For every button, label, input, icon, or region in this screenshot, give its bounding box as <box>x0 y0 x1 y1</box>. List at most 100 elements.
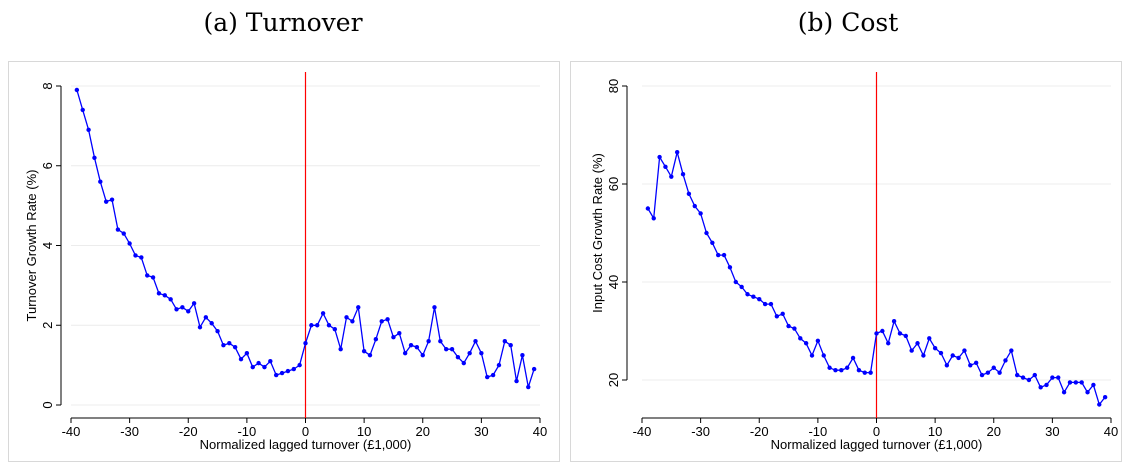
data-point <box>721 252 727 258</box>
data-point <box>1015 372 1020 378</box>
data-point <box>432 305 437 310</box>
data-point <box>979 372 985 378</box>
data-point <box>361 348 367 354</box>
data-point <box>1102 394 1108 400</box>
data-point <box>268 358 273 364</box>
x-tick-label: 30 <box>1045 424 1059 439</box>
data-point <box>526 384 531 390</box>
data-point <box>250 364 255 370</box>
data-point <box>973 360 979 366</box>
data-point <box>74 87 80 93</box>
data-point <box>803 341 809 346</box>
data-point <box>1056 375 1061 380</box>
y-axis-title: Input Cost Growth Rate (%) <box>590 153 605 313</box>
data-point <box>385 317 390 322</box>
data-point <box>1020 375 1026 380</box>
data-point <box>391 335 396 340</box>
data-point <box>997 370 1002 375</box>
data-point <box>186 309 191 314</box>
data-point <box>285 368 291 374</box>
data-point <box>850 355 856 361</box>
data-point <box>862 370 867 375</box>
data-point <box>710 240 715 245</box>
data-point <box>680 172 686 177</box>
data-point <box>309 323 314 328</box>
data-point <box>438 339 443 344</box>
data-point <box>209 321 214 326</box>
panel-title: (b) Cost <box>797 8 899 37</box>
data-point <box>508 342 513 348</box>
y-tick-label: 8 <box>40 82 55 89</box>
data-point <box>344 315 349 320</box>
x-tick-label: -10 <box>808 424 827 439</box>
data-point <box>692 203 697 209</box>
x-tick-label: 40 <box>533 424 547 439</box>
data-point <box>180 305 185 310</box>
y-tick-label: 0 <box>40 401 55 408</box>
data-point <box>1097 402 1102 407</box>
data-point <box>956 355 961 361</box>
data-point <box>674 149 680 155</box>
data-point <box>968 363 973 368</box>
data-point <box>162 293 167 298</box>
data-point <box>833 368 838 373</box>
data-point <box>496 362 502 368</box>
data-point <box>792 326 797 331</box>
data-point <box>520 352 525 358</box>
data-point <box>338 346 343 352</box>
data-point <box>514 378 519 384</box>
plot-frame <box>8 61 560 462</box>
data-point <box>1085 390 1090 395</box>
data-point <box>903 333 909 339</box>
data-point <box>490 372 496 378</box>
data-point <box>197 325 203 330</box>
data-point <box>279 370 285 376</box>
data-point <box>757 296 762 302</box>
data-point <box>739 284 744 290</box>
data-point <box>215 329 220 334</box>
x-tick-label: -40 <box>62 424 81 439</box>
data-point <box>426 339 431 344</box>
data-point <box>461 360 466 366</box>
data-point <box>150 275 156 280</box>
data-point <box>350 319 355 324</box>
data-point <box>880 328 885 334</box>
data-point <box>262 364 267 370</box>
data-point <box>798 336 803 341</box>
data-point <box>733 279 738 285</box>
data-point <box>727 265 733 270</box>
data-point <box>751 294 756 299</box>
data-point <box>273 372 279 378</box>
data-point <box>686 191 692 196</box>
data-point <box>156 291 162 296</box>
panel-turnover: (a) Turnover 0 2 4 6 8 -40 -30 -20 -10 0 10 20 30 40 N… <box>8 8 560 462</box>
data-point <box>256 360 261 366</box>
data-point <box>745 292 750 297</box>
data-point <box>115 227 121 232</box>
data-point <box>303 340 308 346</box>
data-point <box>704 230 709 236</box>
x-tick-label: 40 <box>1104 424 1118 439</box>
data-point <box>168 297 173 302</box>
data-point <box>420 352 425 358</box>
data-point <box>408 342 414 348</box>
data-point <box>821 353 826 358</box>
data-point <box>98 179 103 184</box>
y-tick-label: 2 <box>40 322 55 329</box>
data-point <box>651 216 656 221</box>
data-point <box>891 319 897 324</box>
data-point <box>938 350 944 356</box>
data-point <box>414 344 420 350</box>
data-point <box>1032 372 1037 378</box>
data-point <box>774 314 780 319</box>
data-point <box>356 305 361 310</box>
data-point <box>402 350 408 356</box>
y-tick-label: 80 <box>606 79 621 93</box>
y-tick-label: 6 <box>40 162 55 169</box>
data-point <box>962 348 967 353</box>
data-point <box>768 301 774 307</box>
data-point <box>133 253 138 258</box>
x-tick-label: -20 <box>750 424 769 439</box>
y-axis-title: Turnover Growth Rate (%) <box>24 170 39 322</box>
data-point <box>373 337 379 342</box>
